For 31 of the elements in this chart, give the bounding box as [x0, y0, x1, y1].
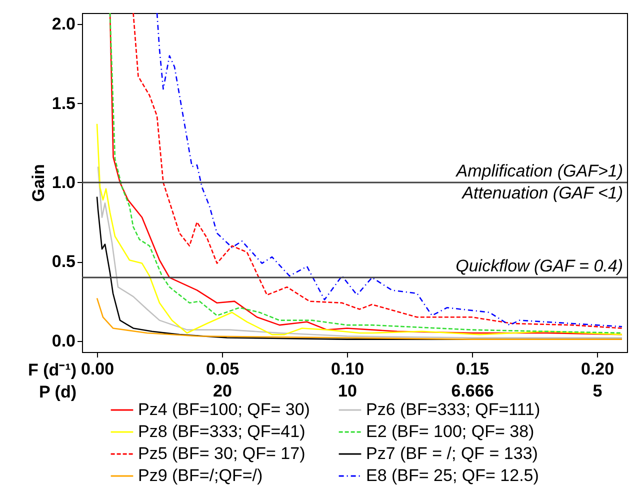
text: 6.666 — [451, 382, 494, 400]
x-tick-label: 0.20 — [580, 360, 614, 378]
legend-label: Pz6 (BF=333; QF=111) — [366, 400, 540, 419]
legend-label: Pz4 (BF=100; QF= 30) — [138, 400, 310, 419]
line-series — [96, 297, 623, 340]
legend-label: E2 (BF= 100; QF= 38) — [366, 422, 534, 441]
legend-label: Pz8 (BF=333; QF=41) — [138, 422, 306, 441]
text: 10 — [338, 382, 357, 400]
y-tick-label: 0.5 — [52, 252, 76, 272]
line-series — [97, 166, 623, 338]
x-tick-label: 0.00 — [80, 360, 114, 378]
x2-axis-title: P (d) — [39, 382, 76, 402]
x-tick-label: 0.15 — [456, 360, 490, 378]
y-tick-label: 0.0 — [52, 331, 76, 350]
legend-label: Pz7 (BF = /; QF = 133) — [366, 444, 538, 463]
annotation: Attenuation (GAF <1) — [461, 184, 623, 202]
legend-label: Pz9 (BF=/;QF=/) — [138, 466, 263, 485]
ref-line-label: Quickflow (GAF = 0.4) — [456, 256, 623, 276]
y-tick-label: 1.5 — [52, 94, 76, 113]
ref-line-label: Amplification (GAF>1) — [455, 162, 623, 180]
y-axis-title: Gain — [28, 164, 48, 202]
line-series — [96, 123, 623, 336]
text: 20 — [213, 382, 232, 400]
y-tick-label: 1.0 — [52, 173, 76, 192]
text: 5 — [592, 382, 602, 400]
legend-label: E8 (BF= 25; QF= 12.5) — [366, 466, 539, 485]
x-tick-label: 0.05 — [206, 360, 240, 378]
x-axis-title: F (d⁻¹) — [28, 360, 76, 380]
x-tick-label: 0.10 — [330, 360, 364, 378]
legend-label: Pz5 (BF= 30; QF= 17) — [138, 444, 306, 463]
y-tick-label: 2.0 — [52, 14, 76, 34]
